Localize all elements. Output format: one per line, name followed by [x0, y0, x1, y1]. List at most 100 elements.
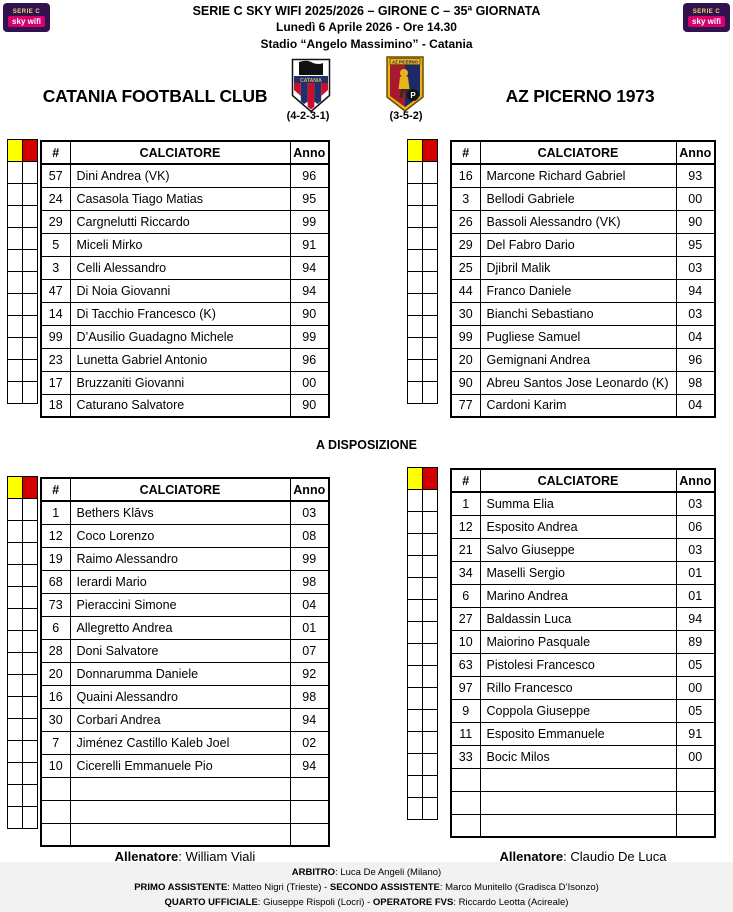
svg-text:P: P [410, 91, 416, 100]
player-year: 94 [289, 255, 330, 280]
player-name: Baldassin Luca [479, 606, 677, 631]
card-cell [407, 511, 423, 534]
player-name: Marcone Richard Gabriel [479, 163, 677, 188]
player-year: 00 [675, 675, 716, 700]
card-cell [7, 183, 23, 206]
card-cell [22, 249, 38, 272]
player-row: 3 Celli Alessandro 94 [40, 255, 330, 280]
card-cell [22, 586, 38, 609]
player-number: 1 [40, 500, 71, 525]
card-cell [407, 775, 423, 798]
home-team-name: CATANIA FOOTBALL CLUB [42, 86, 268, 106]
card-cell [407, 337, 423, 360]
card-cell [22, 784, 38, 807]
player-row: 9 Coppola Giuseppe 05 [450, 698, 716, 723]
card-grid-row [7, 476, 40, 499]
card-cell [422, 665, 438, 688]
card-cell [7, 271, 23, 294]
card-cell [407, 643, 423, 666]
player-name: Esposito Emmanuele [479, 721, 677, 746]
card-cell [422, 533, 438, 556]
player-number: 33 [450, 744, 481, 769]
card-cell [407, 359, 423, 382]
card-cell [7, 161, 23, 184]
player-row [450, 790, 716, 815]
card-cell [22, 183, 38, 206]
card-grid-row [407, 161, 440, 184]
player-name: Maselli Sergio [479, 560, 677, 585]
match-datetime: Lunedì 6 Aprile 2026 - Ore 14.30 [276, 20, 457, 34]
card-cell [407, 205, 423, 228]
player-number: 20 [40, 661, 71, 686]
player-name [479, 767, 677, 792]
fvs-operator-name: : Riccardo Leotta (Acireale) [453, 897, 569, 908]
card-grid-row [7, 381, 40, 404]
card-cell [422, 753, 438, 776]
player-year: 90 [289, 301, 330, 326]
home-bench-cards-grid [7, 476, 40, 829]
player-number: 5 [40, 232, 71, 257]
player-row: 19 Raimo Alessandro 99 [40, 546, 330, 571]
player-number: 24 [40, 186, 71, 211]
player-row: 63 Pistolesi Francesco 05 [450, 652, 716, 677]
card-cell [422, 577, 438, 600]
card-grid-row [7, 564, 40, 587]
player-name: Franco Daniele [479, 278, 677, 303]
card-cell [22, 498, 38, 521]
player-number: 10 [450, 629, 481, 654]
player-number: 30 [40, 707, 71, 732]
player-number: 6 [450, 583, 481, 608]
player-name: Pistolesi Francesco [479, 652, 677, 677]
card-cell [7, 227, 23, 250]
card-cell [22, 608, 38, 631]
card-cell [422, 709, 438, 732]
card-cell [22, 381, 38, 404]
serie-c-sky-wifi-logo-right: SERIE C sky wifi [683, 3, 730, 32]
player-year: 96 [289, 163, 330, 188]
player-row [450, 813, 716, 838]
card-cell [7, 359, 23, 382]
player-year [289, 799, 330, 824]
player-name: Pugliese Samuel [479, 324, 677, 349]
card-cell [22, 718, 38, 741]
player-row: 12 Coco Lorenzo 08 [40, 523, 330, 548]
card-cell [422, 643, 438, 666]
player-year: 91 [289, 232, 330, 257]
player-row: 14 Di Tacchio Francesco (K) 90 [40, 301, 330, 326]
card-cell [22, 652, 38, 675]
card-cell [7, 740, 23, 763]
player-number: 23 [40, 347, 71, 372]
player-row: 3 Bellodi Gabriele 00 [450, 186, 716, 211]
player-name: Bruzzaniti Giovanni [69, 370, 291, 395]
card-grid-row [407, 797, 440, 820]
officials-footer: ARBITRO: Luca De Angeli (Milano) PRIMO A… [0, 862, 733, 912]
player-year: 94 [289, 278, 330, 303]
player-name: Caturano Salvatore [69, 393, 291, 418]
card-grid-row [407, 249, 440, 272]
card-grid-row [7, 183, 40, 206]
card-cell [407, 599, 423, 622]
player-number: 9 [450, 698, 481, 723]
card-cell [407, 731, 423, 754]
player-number: 10 [40, 753, 71, 778]
player-number: 14 [40, 301, 71, 326]
second-assistant-name: : Marco Munitello (Gradisca D’Isonzo) [439, 882, 599, 893]
card-grid-row [7, 520, 40, 543]
card-cell [7, 630, 23, 653]
card-cell [7, 337, 23, 360]
card-cell [422, 359, 438, 382]
player-year: 98 [289, 569, 330, 594]
away-coach-name: : Claudio De Luca [563, 849, 667, 864]
player-name: Salvo Giuseppe [479, 537, 677, 562]
card-cell [22, 674, 38, 697]
card-cell [7, 674, 23, 697]
player-name [69, 799, 291, 824]
col-year-header: Anno [675, 140, 716, 165]
player-name: Bellodi Gabriele [479, 186, 677, 211]
player-year: 05 [675, 698, 716, 723]
player-number: 6 [40, 615, 71, 640]
player-year: 00 [675, 186, 716, 211]
player-name: Celli Alessandro [69, 255, 291, 280]
red-card-cell [422, 139, 438, 162]
card-grid-row [407, 753, 440, 776]
